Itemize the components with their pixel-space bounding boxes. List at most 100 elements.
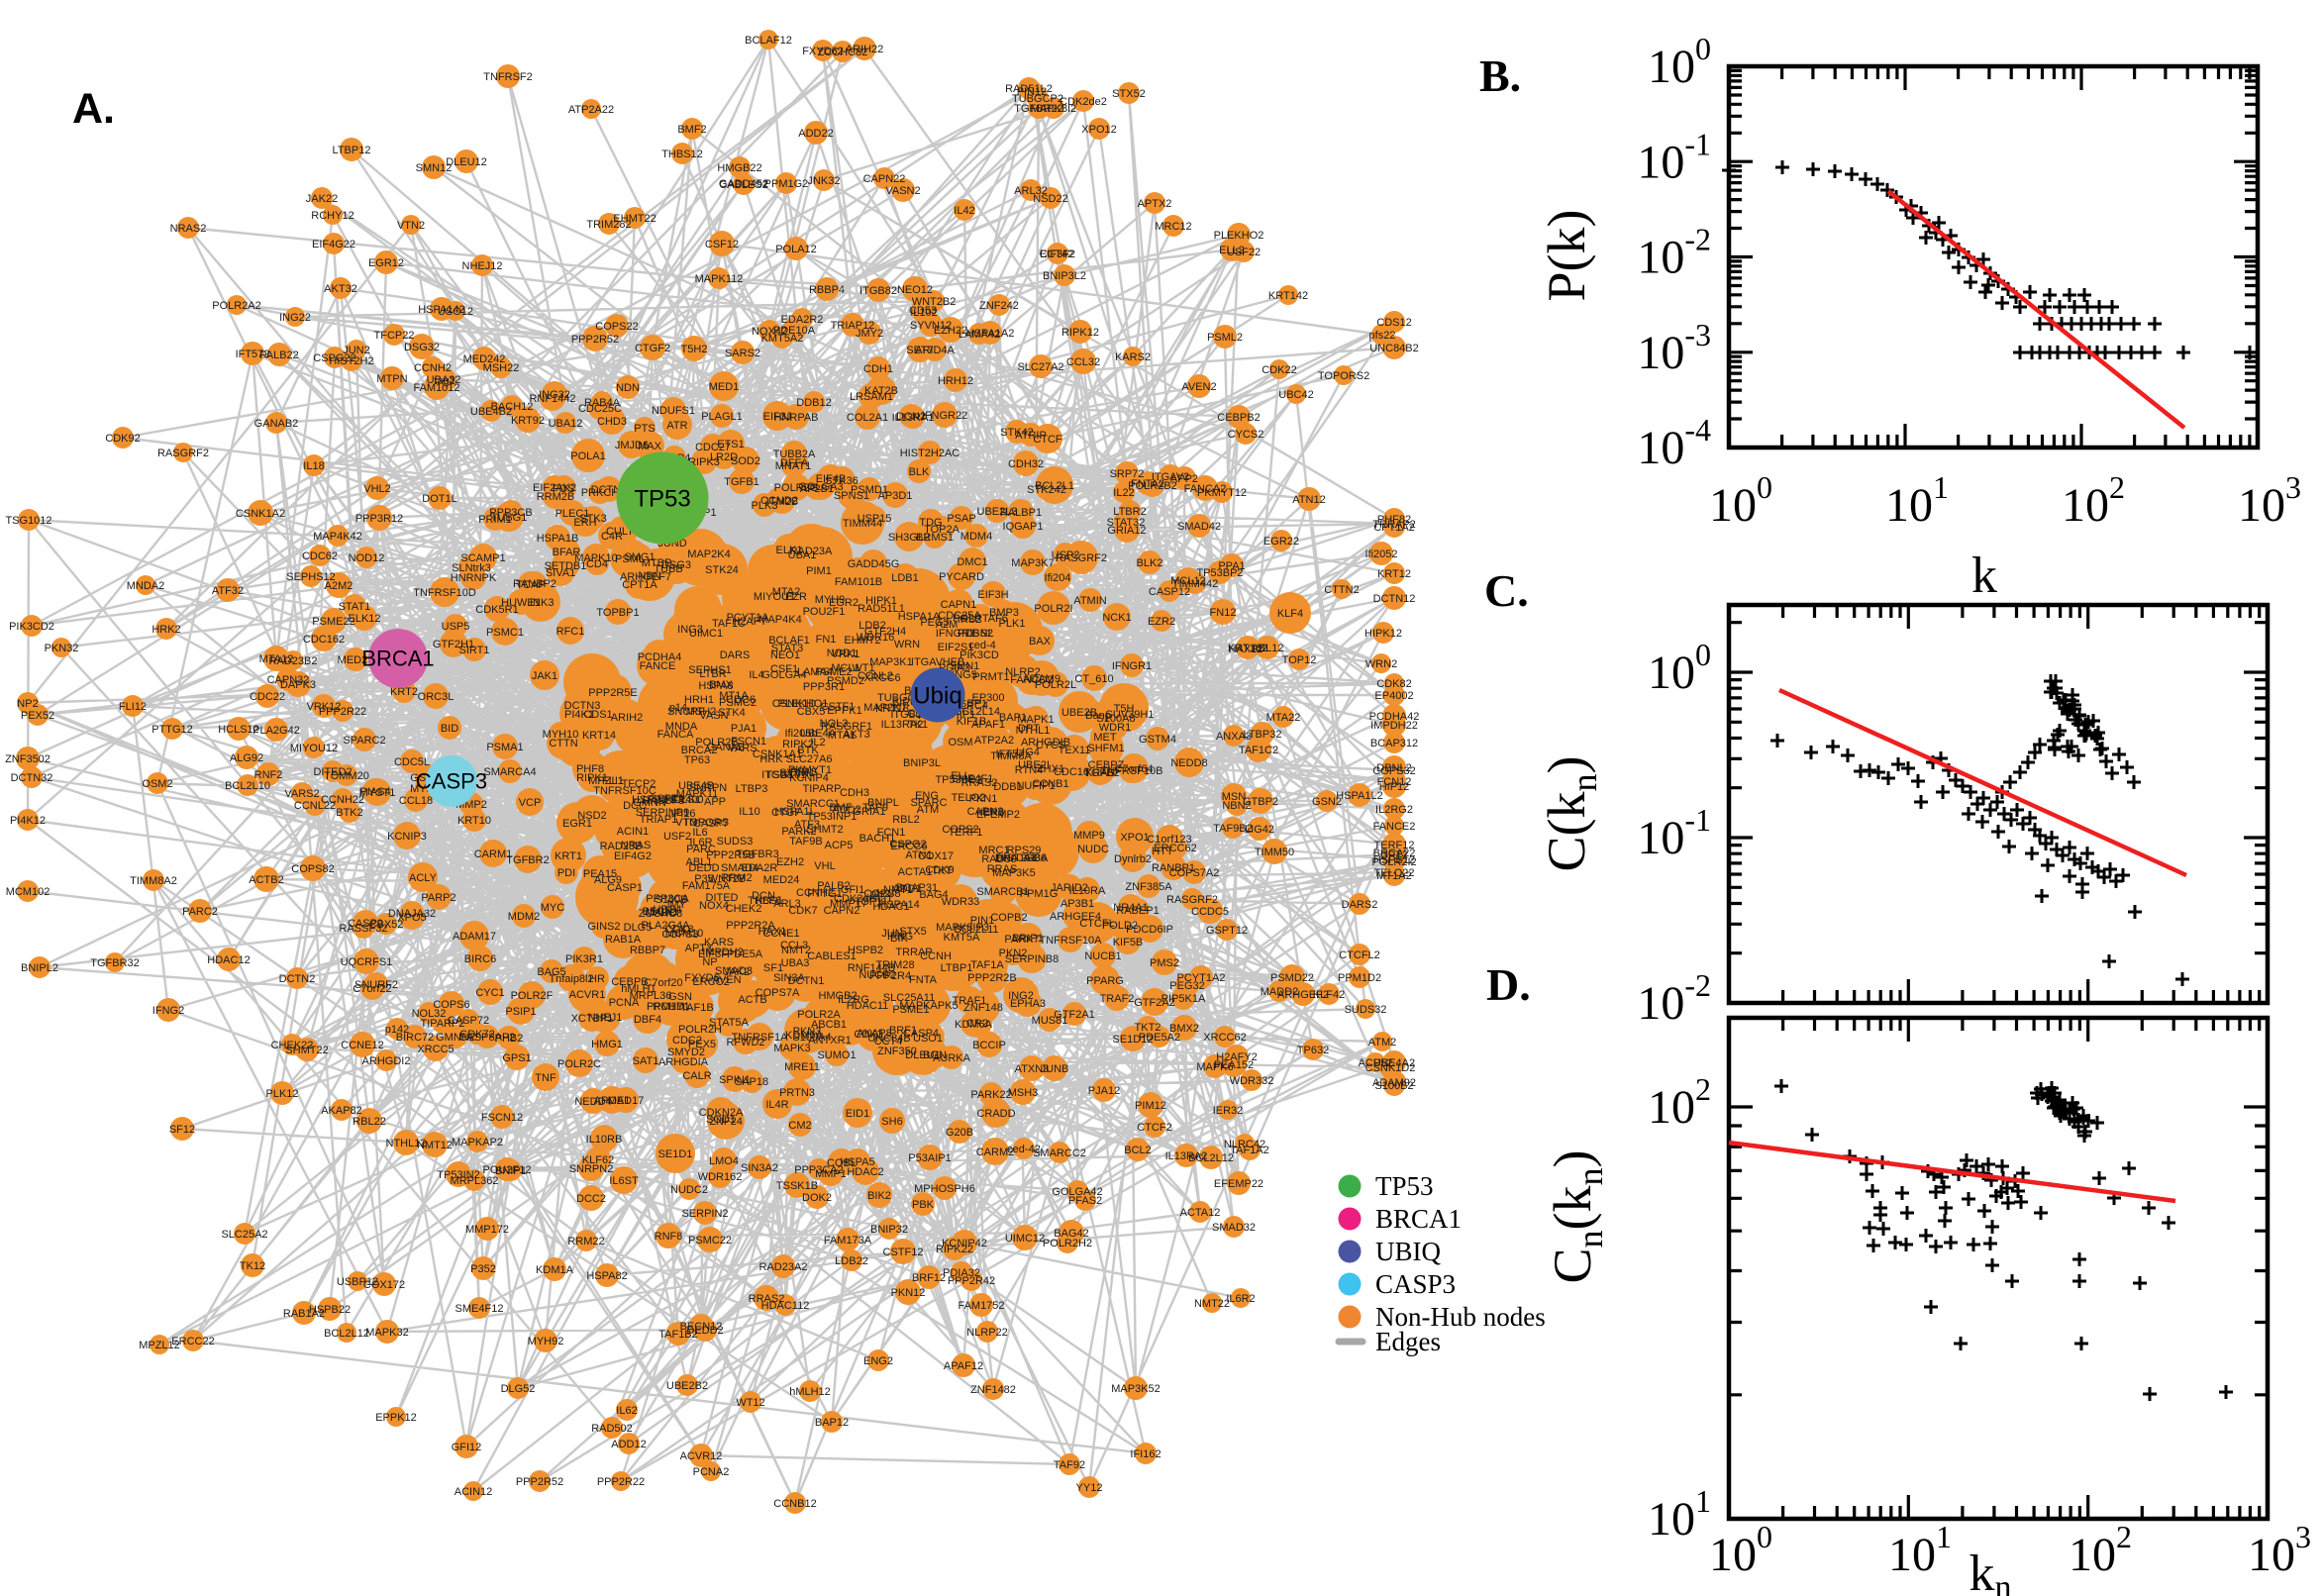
svg-text:DMC1: DMC1 xyxy=(957,556,987,568)
svg-text:VHL2: VHL2 xyxy=(363,483,391,495)
svg-text:MTBP: MTBP xyxy=(642,557,672,569)
svg-text:ATM: ATM xyxy=(917,804,939,816)
svg-text:BAP12: BAP12 xyxy=(815,1417,849,1429)
svg-text:APAF12: APAF12 xyxy=(944,1360,983,1372)
svg-text:FXYD6: FXYD6 xyxy=(684,972,719,984)
svg-text:LAMA4: LAMA4 xyxy=(797,666,833,678)
svg-text:MAP3K52: MAP3K52 xyxy=(1111,1383,1161,1395)
svg-text:STX52: STX52 xyxy=(1112,88,1146,100)
svg-text:PCYT1A: PCYT1A xyxy=(727,612,769,624)
svg-text:HSPA82: HSPA82 xyxy=(586,1270,627,1282)
svg-text:CCT42: CCT42 xyxy=(1040,249,1074,260)
svg-text:PPM1D: PPM1D xyxy=(647,1001,684,1013)
svg-text:COL2A1: COL2A1 xyxy=(847,412,888,424)
svg-text:PLEKHO1: PLEKHO1 xyxy=(778,698,829,710)
svg-text:HMGB22: HMGB22 xyxy=(717,162,761,174)
svg-text:PKN3: PKN3 xyxy=(793,1026,822,1038)
svg-text:PSAP: PSAP xyxy=(947,513,975,525)
svg-text:MIYOU1: MIYOU1 xyxy=(754,591,795,603)
svg-text:CCNB1: CCNB1 xyxy=(1032,778,1068,790)
svg-text:CARM2: CARM2 xyxy=(976,1147,1015,1158)
svg-text:IL10RB: IL10RB xyxy=(586,1134,623,1146)
svg-text:EFEMP22: EFEMP22 xyxy=(1214,1178,1263,1190)
svg-text:ATMIN: ATMIN xyxy=(1073,595,1106,607)
svg-text:RRM2: RRM2 xyxy=(721,872,752,884)
svg-text:DLEU1: DLEU1 xyxy=(905,1049,940,1061)
svg-text:STAT5A: STAT5A xyxy=(709,1017,750,1029)
svg-text:FNTA: FNTA xyxy=(909,974,938,986)
svg-text:CDK7: CDK7 xyxy=(788,905,817,917)
svg-text:FANCA: FANCA xyxy=(657,729,694,741)
svg-text:CDK82: CDK82 xyxy=(1376,678,1411,690)
svg-text:MDM2: MDM2 xyxy=(508,911,540,923)
svg-text:TP53BP2: TP53BP2 xyxy=(935,774,981,786)
svg-text:JUN: JUN xyxy=(881,928,902,940)
svg-text:SERPIN2: SERPIN2 xyxy=(681,1208,728,1220)
svg-text:PTTG12: PTTG12 xyxy=(152,724,193,736)
svg-text:NEDD4: NEDD4 xyxy=(574,1096,611,1108)
svg-text:UIMC12: UIMC12 xyxy=(1005,1233,1045,1245)
svg-text:POLA1: POLA1 xyxy=(570,450,605,462)
svg-text:FLI12: FLI12 xyxy=(119,701,147,713)
svg-text:MPHOSPH6: MPHOSPH6 xyxy=(914,1183,975,1195)
svg-text:CDS1: CDS1 xyxy=(583,709,612,721)
svg-text:APTX: APTX xyxy=(685,943,714,954)
svg-text:DDB12: DDB12 xyxy=(796,397,831,409)
svg-text:ZNF148: ZNF148 xyxy=(963,1002,1003,1014)
svg-text:CCNB12: CCNB12 xyxy=(773,1498,816,1510)
svg-text:MYH10: MYH10 xyxy=(543,729,579,741)
svg-text:DLEU12: DLEU12 xyxy=(446,156,487,168)
svg-text:UBE2I: UBE2I xyxy=(1018,759,1050,771)
svg-text:KLF6: KLF6 xyxy=(756,895,781,907)
svg-text:RRM22: RRM22 xyxy=(567,1236,604,1247)
svg-text:GADD45G: GADD45G xyxy=(848,558,900,570)
svg-text:EZH22: EZH22 xyxy=(934,325,967,337)
svg-text:BACH1: BACH1 xyxy=(859,833,896,845)
svg-text:ITM2B: ITM2B xyxy=(766,496,798,508)
svg-text:BCCIP: BCCIP xyxy=(972,1040,1006,1051)
svg-text:HIST2H3A: HIST2H3A xyxy=(996,852,1049,864)
svg-text:ADD1: ADD1 xyxy=(892,883,921,895)
svg-text:ARID4A: ARID4A xyxy=(915,345,955,356)
svg-text:DEDD: DEDD xyxy=(688,862,719,874)
svg-text:SUDS32: SUDS32 xyxy=(1345,1004,1387,1016)
svg-text:CCL18: CCL18 xyxy=(399,795,433,807)
svg-text:IMPDH22: IMPDH22 xyxy=(1370,720,1418,732)
svg-text:GSPT12: GSPT12 xyxy=(1206,925,1248,937)
svg-text:WDR1: WDR1 xyxy=(1099,722,1131,734)
svg-text:EPHA3: EPHA3 xyxy=(1010,998,1046,1010)
svg-text:IQGAP1: IQGAP1 xyxy=(1003,521,1044,533)
svg-text:TRAF1: TRAF1 xyxy=(953,995,987,1007)
svg-text:MAPK112: MAPK112 xyxy=(695,273,744,285)
svg-text:ATF32: ATF32 xyxy=(212,585,244,597)
svg-text:JMJD6: JMJD6 xyxy=(615,440,649,451)
svg-text:HDAC12: HDAC12 xyxy=(207,954,250,966)
svg-text:PPP2R2A: PPP2R2A xyxy=(726,920,775,932)
svg-text:PTS: PTS xyxy=(634,423,655,435)
svg-text:RASGRF2: RASGRF2 xyxy=(157,448,209,459)
svg-text:IL13RA1: IL13RA1 xyxy=(892,412,935,424)
svg-text:MED242: MED242 xyxy=(463,353,506,365)
svg-text:MDM4: MDM4 xyxy=(960,531,992,543)
svg-text:NMT1: NMT1 xyxy=(883,884,913,896)
svg-text:KIF5B: KIF5B xyxy=(1113,937,1144,948)
svg-text:IER32: IER32 xyxy=(1213,1105,1244,1117)
svg-text:PDI: PDI xyxy=(557,867,575,879)
svg-text:HSPA8: HSPA8 xyxy=(698,680,733,692)
svg-text:KRT10: KRT10 xyxy=(457,815,491,827)
svg-text:DOT1L: DOT1L xyxy=(422,493,456,505)
svg-text:DCN2: DCN2 xyxy=(896,411,926,423)
svg-text:COPS3: COPS3 xyxy=(661,929,698,941)
svg-text:SIN3A: SIN3A xyxy=(773,972,805,984)
svg-text:NEO1: NEO1 xyxy=(770,649,800,661)
svg-text:PBK: PBK xyxy=(912,1199,935,1211)
svg-text:PHF8: PHF8 xyxy=(576,763,604,775)
svg-text:BIK: BIK xyxy=(890,933,908,945)
svg-text:NBN: NBN xyxy=(638,570,660,582)
svg-text:CAPN22: CAPN22 xyxy=(863,173,906,185)
svg-text:MAP3K5: MAP3K5 xyxy=(992,867,1035,879)
svg-text:PLA2G4A: PLA2G4A xyxy=(642,920,691,932)
svg-text:ACIN1: ACIN1 xyxy=(617,826,649,838)
svg-text:POLR2F: POLR2F xyxy=(511,990,554,1002)
svg-text:PPP2R52: PPP2R52 xyxy=(571,334,619,346)
